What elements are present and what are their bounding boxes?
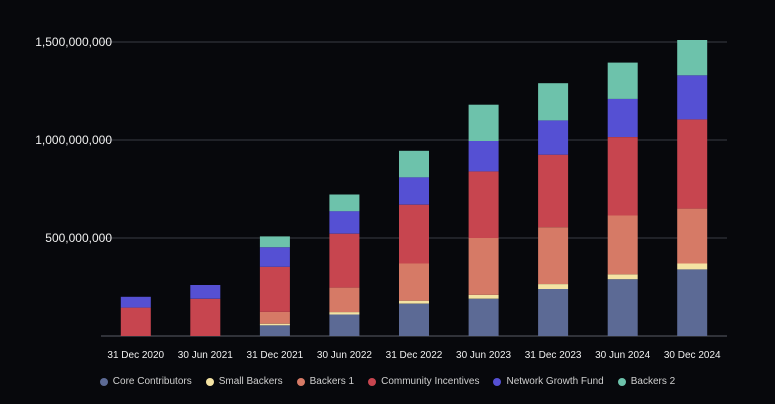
legend: Core Contributors Small Backers Backers 1 C… bbox=[0, 376, 775, 387]
legend-swatch bbox=[99, 377, 108, 386]
bar-segment-backers-2 bbox=[677, 40, 708, 76]
x-tick-label: 31 Dec 2021 bbox=[247, 350, 304, 361]
bar-segment-network-growth-fund bbox=[190, 285, 221, 299]
bar-segment-small-backers bbox=[259, 323, 290, 326]
x-tick-label: 30 Jun 2023 bbox=[456, 350, 511, 361]
x-tick-label: 30 Jun 2021 bbox=[178, 350, 233, 361]
bar-segment-core-contributors bbox=[329, 314, 360, 336]
x-tick-label: 30 Jun 2022 bbox=[317, 350, 372, 361]
bar-segment-network-growth-fund bbox=[468, 141, 499, 172]
bar-segment-core-contributors bbox=[259, 325, 290, 336]
bar-segment-backers-2 bbox=[399, 150, 429, 178]
bar-segment-small-backers bbox=[468, 294, 499, 299]
x-tick-label: 31 Dec 2023 bbox=[525, 350, 582, 361]
legend-item[interactable]: Backers 1 bbox=[296, 376, 355, 387]
bar-segment-core-contributors bbox=[399, 303, 429, 336]
bar-segment-backers-2 bbox=[538, 83, 569, 121]
bar-segment-community-incentives bbox=[329, 233, 360, 288]
bar-segment-backers-1 bbox=[607, 215, 638, 275]
bar-segment-backers-2 bbox=[468, 104, 499, 141]
legend-label: Core Contributors bbox=[112, 376, 192, 387]
bar-segment-core-contributors bbox=[468, 298, 499, 336]
bar-segment-backers-1 bbox=[677, 208, 708, 264]
bar-segment-community-incentives bbox=[677, 119, 708, 209]
bar-segment-core-contributors bbox=[677, 269, 708, 336]
legend-swatch bbox=[368, 377, 377, 386]
legend-label: Backers 1 bbox=[309, 376, 355, 387]
bar-segment-community-incentives bbox=[538, 154, 569, 228]
bar-segment-core-contributors bbox=[607, 279, 638, 336]
legend-swatch bbox=[617, 377, 626, 386]
legend-item[interactable]: Backers 2 bbox=[617, 376, 676, 387]
bar-segment-community-incentives bbox=[399, 204, 429, 264]
legend-item[interactable]: Network Growth Fund bbox=[493, 376, 604, 387]
legend-swatch bbox=[296, 377, 305, 386]
bar-segment-backers-1 bbox=[538, 227, 569, 284]
bar-segment-small-backers bbox=[607, 274, 638, 280]
x-tick-label: 31 Dec 2020 bbox=[107, 350, 164, 361]
x-tick-label: 30 Dec 2024 bbox=[664, 350, 721, 361]
legend-item[interactable]: Small Backers bbox=[205, 376, 283, 387]
bar-segment-community-incentives bbox=[190, 298, 221, 336]
legend-label: Network Growth Fund bbox=[506, 376, 604, 387]
bar-segment-backers-2 bbox=[607, 62, 638, 99]
y-tick-label: 500,000,000 bbox=[45, 231, 112, 245]
bar-segment-small-backers bbox=[329, 312, 360, 315]
bar-segment-network-growth-fund bbox=[259, 247, 290, 267]
legend-item[interactable]: Community Incentives bbox=[368, 376, 479, 387]
legend-label: Small Backers bbox=[218, 376, 283, 387]
legend-swatch bbox=[493, 377, 502, 386]
bar-segment-small-backers bbox=[538, 284, 569, 289]
bar-segment-network-growth-fund bbox=[607, 98, 638, 137]
bar-segment-community-incentives bbox=[607, 137, 638, 216]
y-tick-label: 1,000,000,000 bbox=[35, 133, 112, 147]
legend-swatch bbox=[205, 377, 214, 386]
bar-segment-network-growth-fund bbox=[538, 120, 569, 155]
bar-segment-community-incentives bbox=[120, 307, 151, 336]
bar-segment-network-growth-fund bbox=[329, 211, 360, 234]
legend-item[interactable]: Core Contributors bbox=[99, 376, 192, 387]
bar-segment-backers-1 bbox=[259, 311, 290, 324]
bar-segment-backers-1 bbox=[468, 238, 499, 295]
x-tick-label: 30 Jun 2024 bbox=[595, 350, 650, 361]
bar-segment-backers-1 bbox=[329, 287, 360, 313]
legend-label: Backers 2 bbox=[630, 376, 676, 387]
bar-segment-backers-1 bbox=[399, 263, 429, 301]
bar-segment-small-backers bbox=[677, 263, 708, 270]
legend-label: Community Incentives bbox=[381, 376, 480, 387]
bar-segment-core-contributors bbox=[538, 289, 569, 336]
bar-segment-backers-2 bbox=[259, 236, 290, 248]
bar-segment-network-growth-fund bbox=[399, 177, 429, 205]
y-tick-label: 1,500,000,000 bbox=[35, 35, 112, 49]
bar-segment-small-backers bbox=[399, 300, 429, 304]
bar-segment-community-incentives bbox=[259, 266, 290, 312]
bar-segment-community-incentives bbox=[468, 171, 499, 238]
bar-segment-network-growth-fund bbox=[677, 75, 708, 120]
stacked-bar-chart: 500,000,000 1,000,000,000 1,500,000,000 31 … bbox=[35, 35, 727, 361]
bar-segment-network-growth-fund bbox=[120, 296, 151, 308]
x-tick-label: 31 Dec 2022 bbox=[386, 350, 443, 361]
bar-segment-backers-2 bbox=[329, 194, 360, 212]
